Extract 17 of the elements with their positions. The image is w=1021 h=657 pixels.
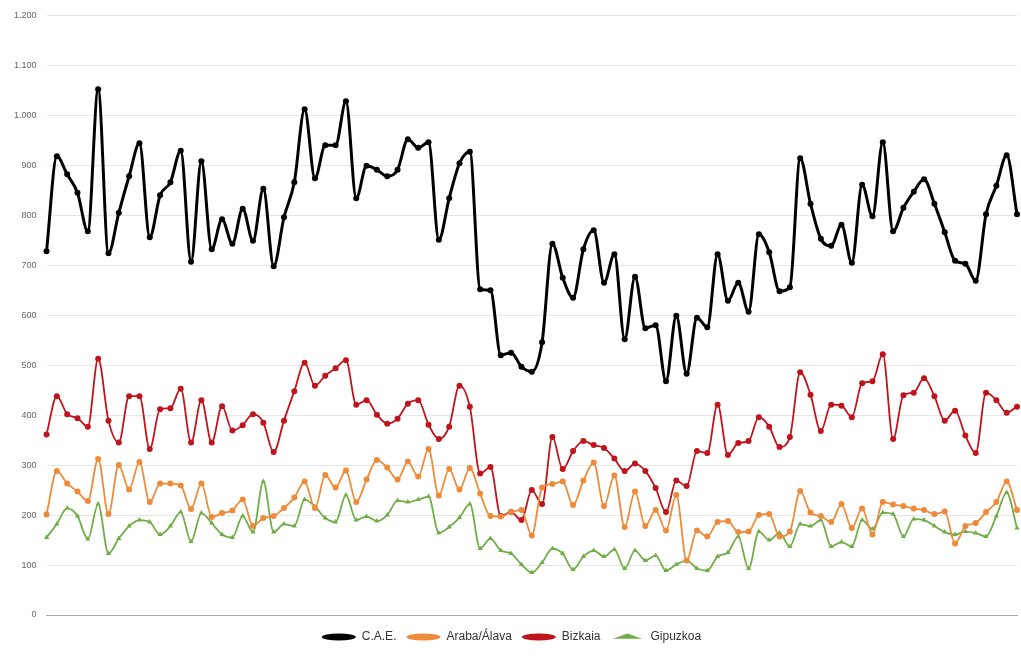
y-tick-label: 1.100 — [13, 59, 37, 70]
y-tick-label: 500 — [21, 359, 37, 370]
y-tick-label: 400 — [21, 409, 37, 420]
y-tick-label: 600 — [21, 309, 37, 320]
legend-label: Gipuzkoa — [650, 629, 702, 644]
legend-label: C.A.E. — [361, 629, 397, 644]
y-tick-label: 300 — [21, 459, 37, 470]
legend-label: Bizkaia — [561, 629, 601, 644]
y-tick-label: 900 — [21, 159, 37, 170]
legend-label: Araba/Álava — [446, 628, 513, 644]
y-tick-label: 100 — [21, 559, 37, 570]
y-tick-label: 1.200 — [13, 9, 37, 20]
y-tick-label: 700 — [21, 259, 37, 270]
y-tick-label: 800 — [21, 209, 37, 220]
y-tick-label: 1.000 — [13, 109, 37, 120]
y-tick-label: 200 — [21, 509, 37, 520]
y-tick-label: 0 — [31, 609, 37, 620]
